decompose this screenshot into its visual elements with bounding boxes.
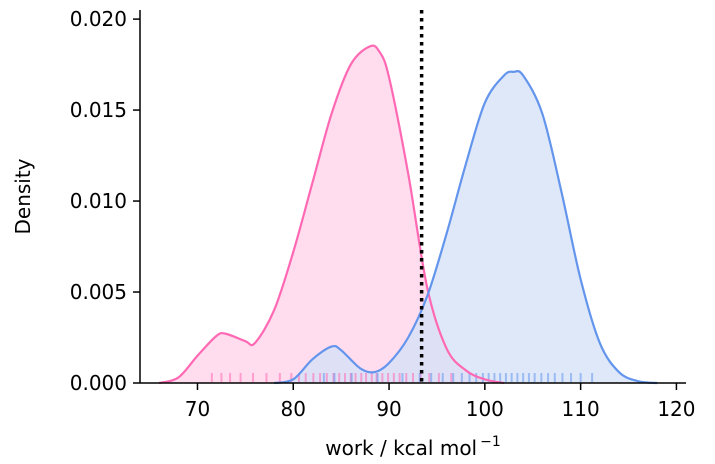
density-curve-1 <box>273 69 658 385</box>
y-tick-label: 0.020 <box>70 7 127 31</box>
y-tick-label: 0.015 <box>70 98 127 122</box>
density-curves <box>158 44 658 385</box>
x-tick-label: 120 <box>657 397 695 421</box>
x-tick-label: 100 <box>466 397 504 421</box>
axes <box>139 10 686 384</box>
y-tick-label: 0.010 <box>70 189 127 213</box>
y-tick-label: 0.000 <box>70 371 127 395</box>
y-axis-label: Density <box>11 158 35 234</box>
rug-marks <box>210 373 594 382</box>
x-tick-label: 90 <box>376 397 401 421</box>
x-ticks: 70 80 90 100 110 120 <box>185 383 696 421</box>
y-tick-label: 0.005 <box>70 280 127 304</box>
x-axis-label-sup: −1 <box>480 434 501 450</box>
density-area-1 <box>274 71 658 383</box>
y-ticks: 0.000 0.005 0.010 0.015 0.020 <box>70 7 140 395</box>
x-axis-label: work / kcal mol −1 <box>325 434 501 460</box>
x-tick-label: 110 <box>562 397 600 421</box>
x-tick-label: 80 <box>281 397 306 421</box>
density-area-0 <box>159 45 504 384</box>
density-curve-0 <box>158 44 505 385</box>
x-axis-label-main: work / kcal mol <box>325 436 477 460</box>
density-fills <box>159 45 658 384</box>
x-tick-label: 70 <box>185 397 210 421</box>
